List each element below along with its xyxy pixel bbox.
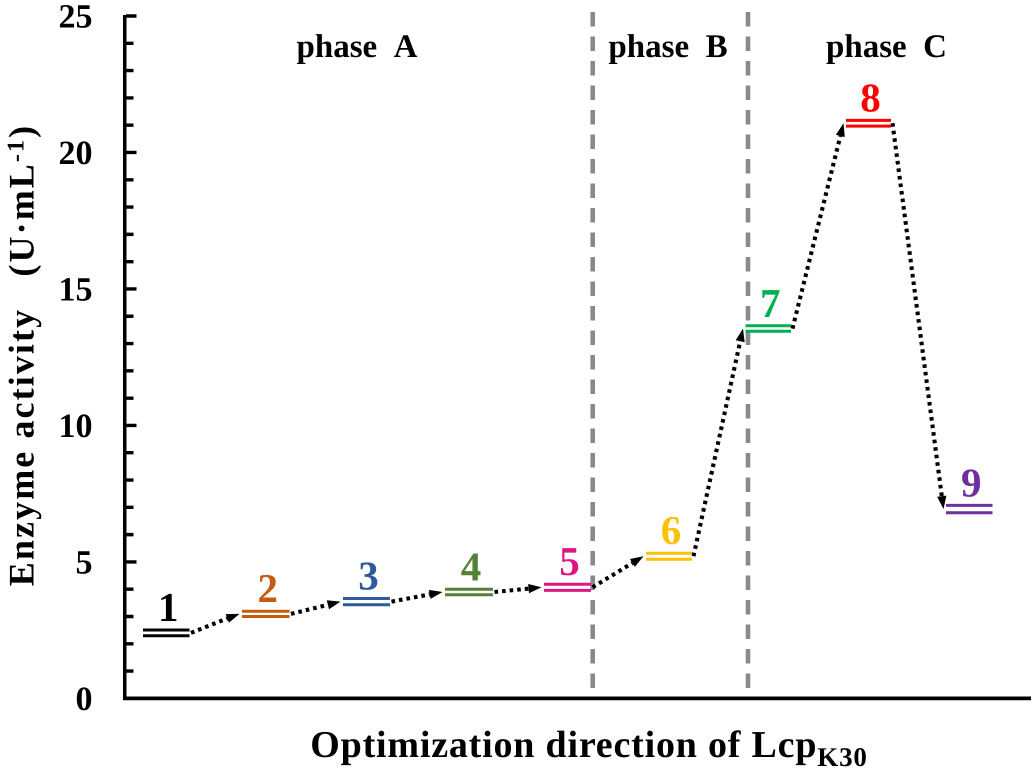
- svg-text:2: 2: [258, 565, 279, 611]
- svg-text:5: 5: [76, 545, 93, 582]
- svg-text:Optimization direction of LcpK: Optimization direction of LcpK30: [310, 724, 867, 770]
- svg-text:7: 7: [760, 280, 781, 326]
- svg-text:6: 6: [661, 507, 682, 553]
- svg-text:5: 5: [559, 538, 580, 584]
- svg-text:0: 0: [76, 681, 93, 718]
- svg-text:20: 20: [59, 135, 93, 172]
- svg-text:25: 25: [59, 0, 93, 36]
- svg-text:phase C: phase C: [826, 29, 947, 65]
- svg-text:9: 9: [961, 459, 982, 505]
- svg-text:1: 1: [158, 584, 179, 630]
- svg-text:4: 4: [461, 543, 482, 589]
- svg-text:15: 15: [59, 272, 93, 309]
- svg-text:10: 10: [59, 408, 93, 445]
- svg-text:8: 8: [860, 74, 881, 120]
- svg-text:Enzyme activity (U·mL-1): Enzyme activity (U·mL-1): [2, 124, 42, 586]
- svg-text:phase A: phase A: [296, 29, 417, 65]
- svg-text:3: 3: [358, 553, 379, 599]
- svg-text:phase B: phase B: [608, 29, 727, 65]
